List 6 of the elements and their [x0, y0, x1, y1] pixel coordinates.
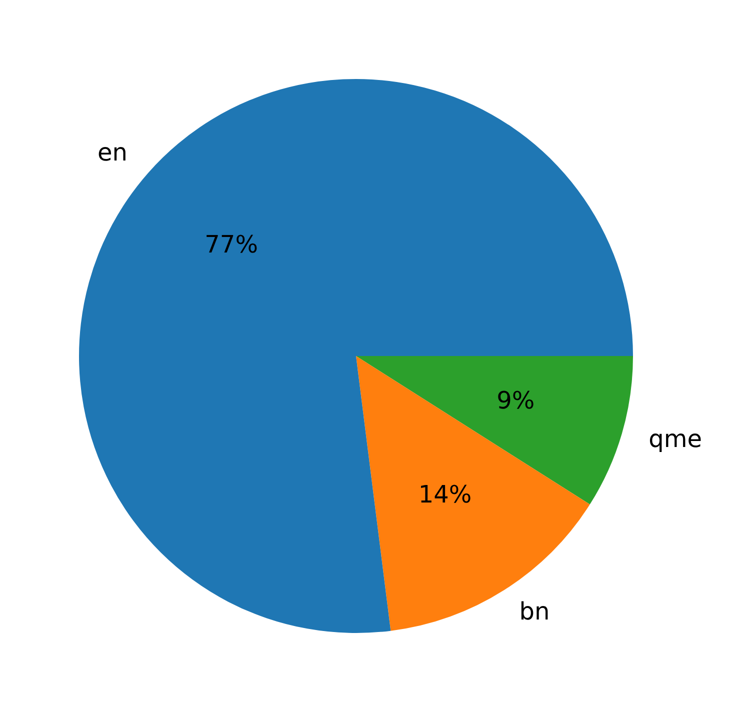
data-label: 14%	[418, 480, 472, 509]
data-label: 9%	[496, 386, 535, 415]
slice-label: qme	[648, 425, 702, 454]
slice-label: en	[97, 138, 128, 167]
data-label: 77%	[204, 230, 258, 258]
slice-label: bn	[519, 598, 550, 626]
